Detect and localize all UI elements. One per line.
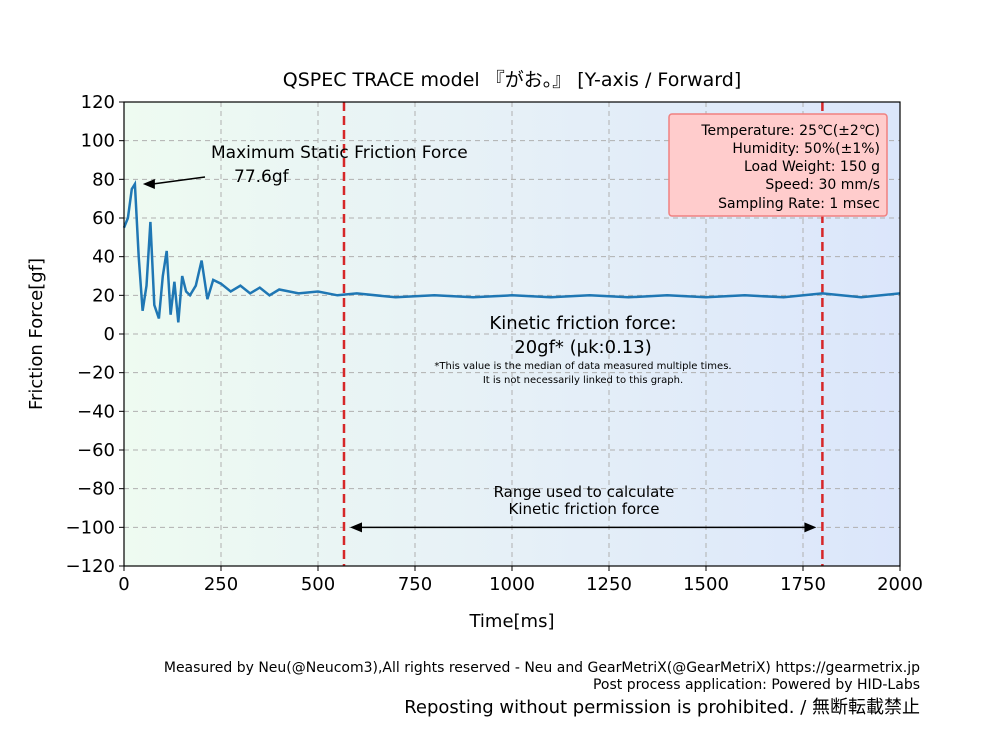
info-load-weight: Load Weight: 150 g bbox=[744, 159, 880, 175]
y-tick-label: 0 bbox=[104, 324, 115, 345]
y-axis-label: Friction Force[gf] bbox=[26, 258, 47, 410]
kinetic-note-2: It is not necessarily linked to this gra… bbox=[483, 375, 683, 386]
range-arrowhead-right bbox=[804, 522, 817, 533]
x-axis-ticks: 0 250 500 750 1000 1250 1500 1750 2000 bbox=[118, 566, 923, 595]
static-friction-arrowhead bbox=[142, 178, 155, 189]
static-friction-value: 77.6gf bbox=[234, 167, 290, 187]
static-friction-arrow bbox=[150, 176, 206, 186]
kinetic-note-1: *This value is the median of data measur… bbox=[434, 361, 731, 372]
info-box-lines: Temperature: 25℃(±2℃) Humidity: 50%(±1%)… bbox=[700, 123, 880, 212]
info-speed: Speed: 30 mm/s bbox=[765, 177, 880, 193]
x-tick-label: 1000 bbox=[489, 574, 535, 595]
y-tick-label: −60 bbox=[77, 440, 115, 461]
y-tick-label: 80 bbox=[92, 169, 115, 190]
y-tick-label: −120 bbox=[66, 556, 115, 577]
chart-title: QSPEC TRACE model 『がお。』 [Y-axis / Forwar… bbox=[283, 69, 742, 91]
y-tick-label: 60 bbox=[92, 208, 115, 229]
info-temperature: Temperature: 25℃(±2℃) bbox=[700, 123, 880, 139]
y-tick-label: 20 bbox=[92, 285, 115, 306]
y-tick-label: −40 bbox=[77, 401, 115, 422]
x-tick-label: 1250 bbox=[586, 574, 632, 595]
y-tick-label: −80 bbox=[77, 479, 115, 500]
info-box bbox=[668, 113, 888, 217]
x-axis-label: Time[ms] bbox=[468, 611, 554, 632]
x-tick-label: 250 bbox=[204, 574, 238, 595]
y-tick-label: 40 bbox=[92, 247, 115, 268]
static-friction-label: Maximum Static Friction Force bbox=[211, 143, 468, 163]
x-tick-label: 750 bbox=[398, 574, 432, 595]
footer-credit: Measured by Neu(@Neucom3),All rights res… bbox=[163, 660, 920, 676]
x-tick-label: 1500 bbox=[683, 574, 729, 595]
friction-chart: 0 250 500 750 1000 1250 1500 1750 2000 −120−100−… bbox=[26, 69, 923, 632]
kinetic-friction-label: Kinetic friction force: bbox=[489, 313, 676, 334]
range-arrowhead-left bbox=[349, 522, 362, 533]
info-humidity: Humidity: 50%(±1%) bbox=[732, 141, 880, 157]
x-tick-label: 2000 bbox=[877, 574, 923, 595]
range-label-1: Range used to calculate bbox=[494, 483, 675, 501]
range-label-2: Kinetic friction force bbox=[509, 500, 660, 518]
y-tick-label: 120 bbox=[81, 92, 115, 113]
y-axis-ticks: −120 −100 −80 −60 −40 −20 0 20 40 60 80 100 120 bbox=[66, 92, 124, 577]
footer-no-reposting: Reposting without permission is prohibit… bbox=[404, 697, 920, 718]
info-sampling-rate: Sampling Rate: 1 msec bbox=[718, 196, 880, 212]
x-tick-label: 1750 bbox=[780, 574, 826, 595]
series-line-friction bbox=[122, 179, 901, 323]
x-tick-label: 500 bbox=[301, 574, 335, 595]
kinetic-friction-value: 20gf* (μk:0.13) bbox=[514, 337, 651, 358]
x-tick-label: 0 bbox=[118, 574, 129, 595]
y-tick-label: −100 bbox=[66, 517, 115, 538]
y-tick-label: 100 bbox=[81, 131, 115, 152]
footer-powered-by: Post process application: Powered by HID… bbox=[592, 677, 920, 693]
y-tick-label: −20 bbox=[77, 363, 115, 384]
